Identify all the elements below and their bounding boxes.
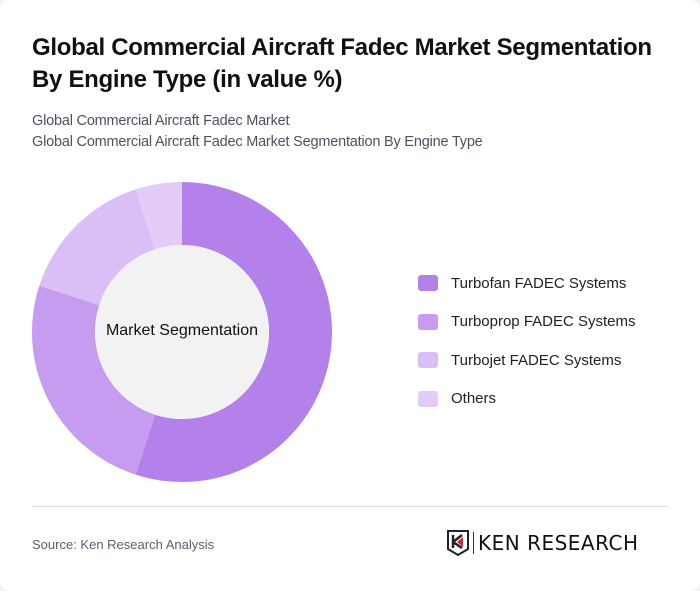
donut-center-label: Market Segmentation — [105, 322, 259, 339]
legend-label: Others — [451, 390, 497, 408]
donut-slice-turbojet-fadec-systems[interactable] — [39, 189, 156, 306]
footer-divider — [32, 506, 668, 507]
donut-slice-others[interactable] — [135, 182, 182, 250]
chart-subtitle-market: Global Commercial Aircraft Fadec Market — [32, 113, 290, 129]
legend-item-turbojet[interactable]: Turbojet FADEC Systems — [418, 341, 636, 380]
legend-swatch-icon — [418, 352, 438, 369]
donut-chart — [32, 182, 332, 482]
legend-item-turboprop[interactable]: Turboprop FADEC Systems — [418, 303, 636, 342]
ken-research-logo: KEN RESEARCH — [447, 530, 639, 556]
legend-item-turbofan[interactable]: Turbofan FADEC Systems — [418, 264, 636, 303]
ken-research-shield-icon — [447, 530, 469, 556]
chart-subtitle-segmentation: Global Commercial Aircraft Fadec Market … — [32, 134, 483, 150]
legend-swatch-icon — [418, 275, 438, 292]
logo-text: KEN RESEARCH — [478, 531, 639, 555]
donut-slice-turbofan-fadec-systems[interactable] — [135, 182, 332, 482]
legend-label: Turbofan FADEC Systems — [451, 274, 627, 292]
legend-swatch-icon — [418, 390, 438, 407]
legend-label: Turbojet FADEC Systems — [451, 351, 622, 369]
donut-hole — [95, 245, 269, 419]
chart-legend: Turbofan FADEC Systems Turboprop FADEC S… — [418, 264, 636, 418]
donut-slice-turboprop-fadec-systems[interactable] — [32, 285, 156, 475]
logo-divider — [473, 532, 474, 554]
legend-swatch-icon — [418, 313, 438, 330]
chart-title: Global Commercial Aircraft Fadec Market … — [32, 34, 652, 93]
legend-item-others[interactable]: Others — [418, 380, 636, 419]
source-note: Source: Ken Research Analysis — [32, 537, 215, 552]
legend-label: Turboprop FADEC Systems — [451, 313, 636, 331]
